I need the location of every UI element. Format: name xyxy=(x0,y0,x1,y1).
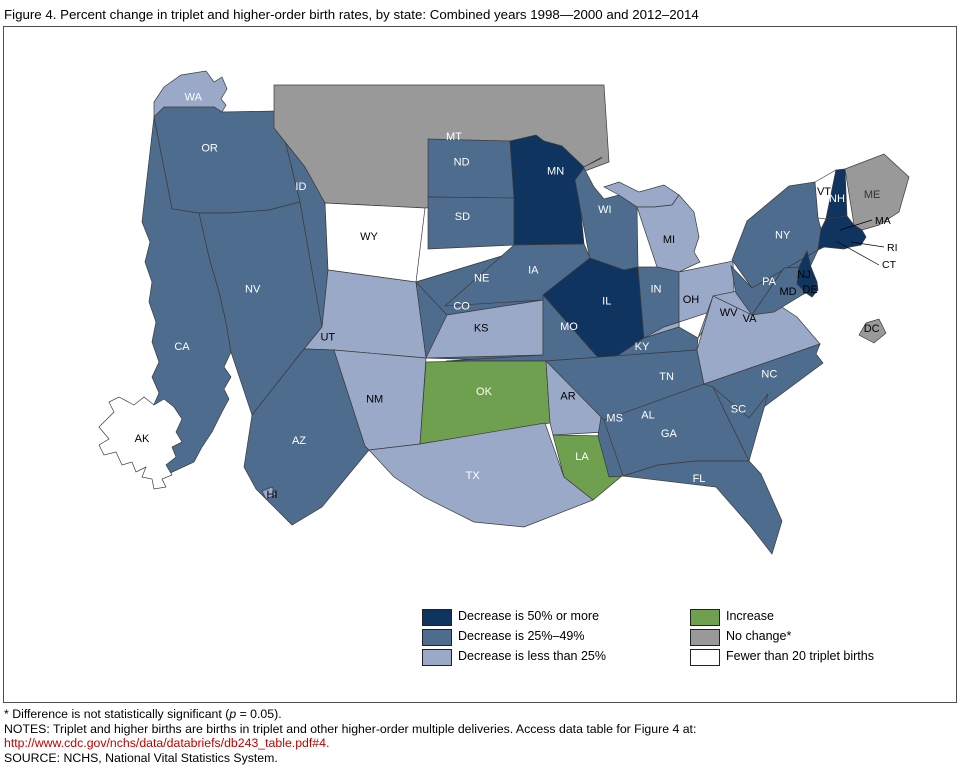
svg-text:WA: WA xyxy=(185,92,203,104)
svg-text:IA: IA xyxy=(528,264,539,276)
svg-text:NV: NV xyxy=(245,283,261,295)
svg-text:OK: OK xyxy=(476,386,493,398)
svg-text:MT: MT xyxy=(446,131,462,143)
svg-text:NM: NM xyxy=(366,394,383,406)
svg-text:MO: MO xyxy=(560,321,578,333)
svg-text:SC: SC xyxy=(731,403,746,415)
svg-text:UT: UT xyxy=(320,331,335,343)
svg-text:AR: AR xyxy=(560,391,575,403)
svg-text:GA: GA xyxy=(661,428,678,440)
svg-text:ME: ME xyxy=(864,189,881,201)
svg-text:NJ: NJ xyxy=(797,269,810,281)
svg-text:NE: NE xyxy=(474,273,489,285)
svg-text:VA: VA xyxy=(743,313,758,325)
svg-text:CO: CO xyxy=(453,300,470,312)
svg-text:NH: NH xyxy=(829,193,845,205)
svg-text:DC: DC xyxy=(864,323,880,335)
svg-text:KY: KY xyxy=(635,341,650,353)
svg-text:WI: WI xyxy=(598,204,611,216)
svg-text:AL: AL xyxy=(641,409,654,421)
svg-text:TX: TX xyxy=(466,470,481,482)
svg-text:CA: CA xyxy=(174,341,190,353)
svg-text:NY: NY xyxy=(775,230,791,242)
svg-text:CT: CT xyxy=(882,259,897,271)
svg-text:MN: MN xyxy=(547,166,564,178)
svg-text:PA: PA xyxy=(762,276,777,288)
svg-text:OR: OR xyxy=(201,143,218,155)
svg-text:IL: IL xyxy=(602,295,611,307)
svg-text:TN: TN xyxy=(659,371,674,383)
svg-text:WY: WY xyxy=(360,231,378,243)
svg-text:LA: LA xyxy=(575,451,589,463)
svg-text:ID: ID xyxy=(295,181,306,193)
svg-text:OH: OH xyxy=(683,294,700,306)
svg-text:WV: WV xyxy=(720,307,738,319)
svg-text:AZ: AZ xyxy=(292,435,306,447)
svg-text:MA: MA xyxy=(875,215,891,227)
svg-text:ND: ND xyxy=(454,157,470,169)
svg-text:KS: KS xyxy=(474,323,489,335)
svg-text:MS: MS xyxy=(606,412,623,424)
svg-text:NC: NC xyxy=(761,368,777,380)
svg-text:IN: IN xyxy=(651,284,662,296)
svg-text:FL: FL xyxy=(693,473,706,485)
svg-text:AK: AK xyxy=(135,433,150,445)
svg-text:MI: MI xyxy=(663,234,675,246)
svg-text:MD: MD xyxy=(779,286,796,298)
svg-text:HI: HI xyxy=(267,489,278,501)
svg-text:SD: SD xyxy=(455,211,470,223)
svg-text:RI: RI xyxy=(887,242,898,254)
svg-text:DE: DE xyxy=(802,284,817,296)
